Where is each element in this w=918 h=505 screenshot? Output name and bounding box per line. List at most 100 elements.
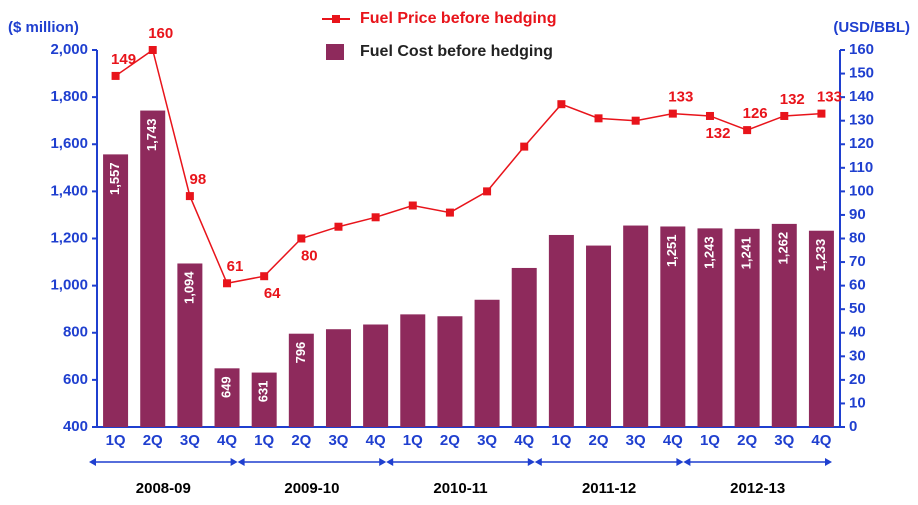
line-marker: [111, 71, 120, 80]
bar-value-label: 1,743: [144, 119, 159, 152]
bar-value-label: 1,262: [776, 232, 791, 265]
y2-tick-label: 40: [849, 324, 866, 341]
x-tick-label: 4Q: [811, 432, 831, 449]
legend-label: Fuel Cost before hedging: [360, 43, 553, 60]
y-tick-label: 1,400: [50, 182, 88, 199]
y2-tick-label: 80: [849, 229, 866, 246]
x-tick-label: 4Q: [663, 432, 683, 449]
y2-tick-label: 120: [849, 135, 874, 152]
bar: [548, 234, 574, 427]
y-tick-label: 400: [63, 418, 88, 435]
bar-value-label: 1,094: [181, 271, 196, 304]
bar: [586, 245, 612, 427]
line-value-label: 64: [264, 285, 281, 302]
line-marker: [817, 109, 826, 118]
group-label: 2008-09: [136, 480, 191, 497]
y-tick-label: 1,000: [50, 277, 88, 294]
bar: [734, 228, 760, 427]
bar: [771, 223, 797, 427]
line-marker: [223, 279, 232, 288]
y2-tick-label: 70: [849, 253, 866, 270]
group-label: 2010-11: [433, 480, 487, 497]
bar: [808, 230, 834, 427]
y-tick-label: 1,600: [50, 135, 88, 152]
line-marker: [445, 208, 454, 217]
bar: [660, 226, 686, 427]
y-axis-label: ($ million): [8, 19, 79, 36]
line-marker: [185, 192, 194, 201]
y2-tick-label: 100: [849, 182, 874, 199]
line-marker: [371, 213, 380, 222]
x-tick-label: 3Q: [626, 432, 646, 449]
x-tick-label: 3Q: [180, 432, 200, 449]
legend-swatch: [326, 44, 344, 60]
group-label: 2012-13: [730, 480, 785, 497]
bar: [325, 329, 351, 427]
legend-label: Fuel Price before hedging: [360, 10, 556, 27]
line-marker: [408, 201, 417, 210]
bar: [177, 263, 203, 427]
bar: [251, 372, 277, 427]
x-tick-label: 4Q: [514, 432, 534, 449]
line-marker: [260, 272, 269, 281]
bar-value-label: 649: [218, 376, 233, 398]
y2-tick-label: 150: [849, 65, 874, 82]
y-tick-label: 1,200: [50, 229, 88, 246]
x-tick-label: 1Q: [700, 432, 720, 449]
y2-tick-label: 110: [849, 159, 873, 176]
group-label: 2011-12: [582, 480, 636, 497]
bar: [363, 324, 389, 427]
line-marker: [520, 142, 529, 151]
line-marker: [334, 222, 343, 231]
line-marker: [148, 46, 157, 54]
line-marker: [668, 109, 677, 118]
y-tick-label: 1,800: [50, 88, 88, 105]
y-tick-label: 600: [63, 371, 88, 388]
line-value-label: 160: [148, 25, 173, 42]
line-value-label: 80: [301, 247, 318, 264]
line-marker: [743, 126, 752, 135]
bar: [214, 368, 240, 427]
y2-tick-label: 30: [849, 347, 866, 364]
x-tick-label: 3Q: [328, 432, 348, 449]
bar-value-label: 1,241: [739, 237, 754, 270]
x-tick-label: 1Q: [551, 432, 571, 449]
x-tick-label: 2Q: [589, 432, 609, 449]
x-tick-label: 3Q: [774, 432, 794, 449]
bar-value-label: 1,243: [701, 236, 716, 269]
y2-tick-label: 90: [849, 206, 866, 223]
line: [115, 48, 822, 285]
x-tick-label: 2Q: [440, 432, 460, 449]
line-value-label: 98: [190, 171, 207, 188]
x-tick-label: 3Q: [477, 432, 497, 449]
y2-tick-label: 140: [849, 88, 874, 105]
x-tick-label: 2Q: [737, 432, 757, 449]
bar: [511, 267, 537, 427]
y2-tick-label: 130: [849, 112, 874, 129]
y2-axis-label: (USD/BBL): [833, 19, 910, 36]
line-value-label: 133: [668, 89, 693, 106]
line-marker: [780, 111, 789, 120]
line-marker: [297, 234, 306, 243]
bar-value-label: 631: [256, 381, 271, 403]
x-tick-label: 2Q: [143, 432, 163, 449]
bar: [103, 154, 129, 427]
line-value-label: 126: [743, 105, 768, 122]
line-marker: [594, 114, 603, 123]
bar: [140, 110, 166, 427]
y2-tick-label: 60: [849, 277, 866, 294]
x-tick-label: 1Q: [403, 432, 423, 449]
bar-value-label: 796: [293, 342, 308, 364]
line-marker: [557, 100, 566, 109]
bar: [623, 225, 649, 427]
y2-tick-label: 0: [849, 418, 857, 435]
y2-tick-label: 160: [849, 41, 874, 58]
bar-value-label: 1,251: [664, 234, 679, 267]
x-tick-label: 4Q: [217, 432, 237, 449]
bar: [437, 316, 463, 427]
bar-value-label: 1,233: [813, 239, 828, 272]
line-value-label: 61: [227, 258, 244, 275]
x-tick-label: 2Q: [291, 432, 311, 449]
y2-tick-label: 20: [849, 371, 866, 388]
